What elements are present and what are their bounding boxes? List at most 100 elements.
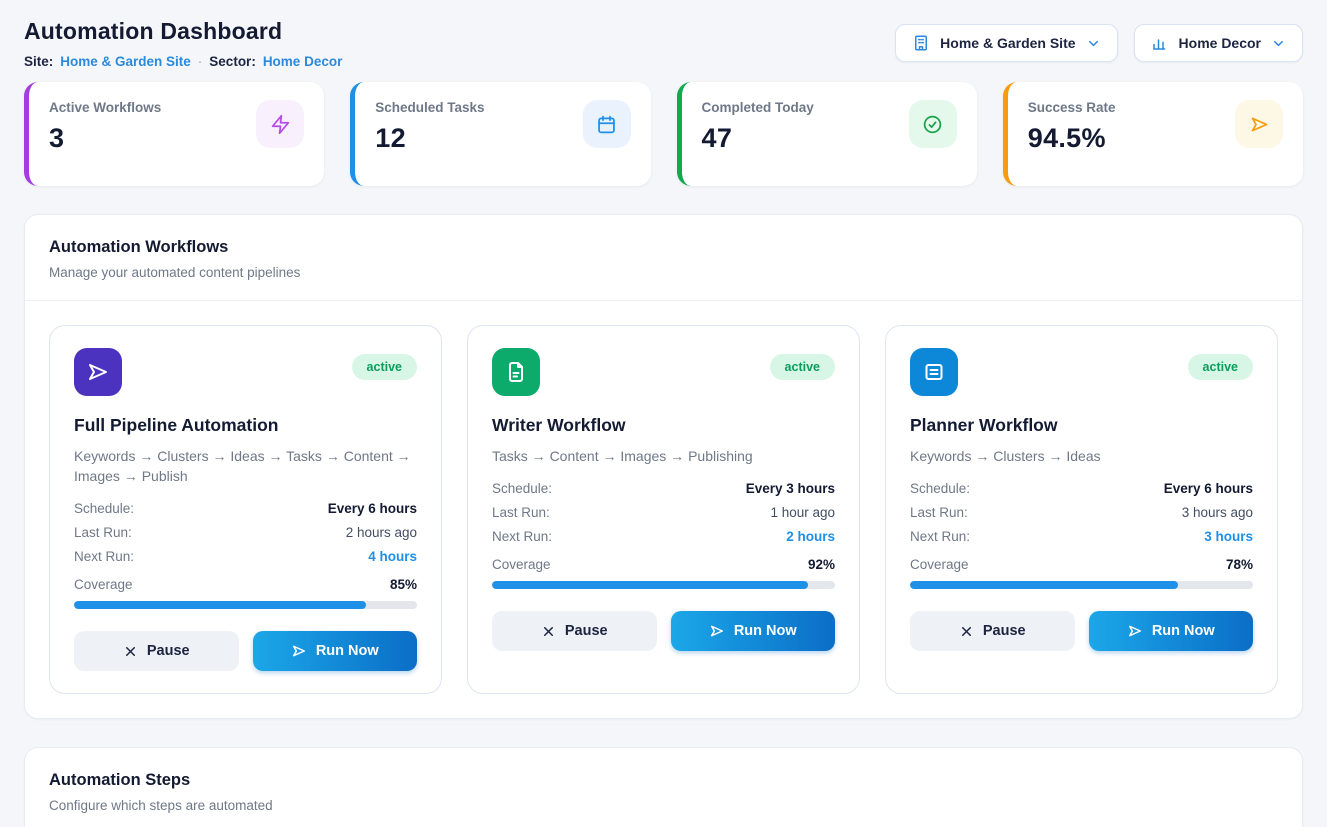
stats-row: Active Workflows 3 Scheduled Tasks 12 Co… <box>24 82 1303 186</box>
page-title: Automation Dashboard <box>24 18 283 44</box>
list-icon <box>910 348 958 396</box>
stat-label: Scheduled Tasks <box>375 100 485 115</box>
breadcrumb: Site: Home & Garden Site · Sector: Home … <box>24 54 342 69</box>
workflow-title: Writer Workflow <box>492 415 626 435</box>
coverage-progress-bar <box>910 581 1253 589</box>
workflow-description: Tasks → Content → Images → Publishing <box>492 448 753 464</box>
stat-card-success-rate: Success Rate 94.5% <box>1002 82 1303 186</box>
run-now-button[interactable]: Run Now <box>252 631 417 671</box>
sector-selector-dropdown[interactable]: Home Decor <box>1133 24 1303 62</box>
schedule-value: Every 3 hours <box>745 481 835 496</box>
stat-value: 94.5% <box>1027 123 1106 153</box>
coverage-progress-fill <box>492 581 808 589</box>
workflow-card-planner: active Planner Workflow Keywords → Clust… <box>885 325 1278 694</box>
coverage-row: Coverage 92% <box>492 557 835 572</box>
coverage-progress-fill <box>910 581 1178 589</box>
send-icon <box>1235 100 1283 148</box>
header-left: Automation Dashboard Site: Home & Garden… <box>24 18 342 69</box>
run-now-button[interactable]: Run Now <box>670 611 835 651</box>
stat-value: 3 <box>49 123 65 153</box>
separator-dot: · <box>197 54 203 69</box>
next-run-value: 3 hours <box>1204 529 1253 544</box>
workflow-title: Planner Workflow <box>910 415 1058 435</box>
stat-label: Active Workflows <box>49 100 162 115</box>
send-icon <box>74 348 122 396</box>
send-icon <box>291 643 307 659</box>
next-run-row: Next Run: 4 hours <box>74 549 417 564</box>
stat-value: 12 <box>375 123 406 153</box>
workflows-section-header: Automation Workflows Manage your automat… <box>25 215 1302 301</box>
workflow-card-writer: active Writer Workflow Tasks → Content →… <box>467 325 860 694</box>
steps-section-header: Automation Steps Configure which steps a… <box>25 748 1302 827</box>
last-run-row: Last Run: 3 hours ago <box>910 505 1253 520</box>
file-icon <box>492 348 540 396</box>
page-header: Automation Dashboard Site: Home & Garden… <box>24 18 1303 69</box>
steps-section-subtitle: Configure which steps are automated <box>49 798 273 813</box>
run-now-button[interactable]: Run Now <box>1088 611 1253 651</box>
sector-label: Sector: <box>209 54 256 69</box>
workflow-description: Keywords → Clusters → Ideas → Tasks → Co… <box>74 448 411 484</box>
pause-button[interactable]: Pause <box>74 631 239 671</box>
schedule-row: Schedule: Every 6 hours <box>74 501 417 516</box>
last-run-row: Last Run: 2 hours ago <box>74 525 417 540</box>
schedule-value: Every 6 hours <box>327 501 417 516</box>
workflow-card-full-pipeline: active Full Pipeline Automation Keywords… <box>49 325 442 694</box>
site-label: Site: <box>24 54 54 69</box>
automation-steps-section: Automation Steps Configure which steps a… <box>24 747 1303 827</box>
chevron-down-icon <box>1271 36 1286 51</box>
last-run-value: 3 hours ago <box>1181 505 1253 520</box>
status-badge: active <box>1187 354 1253 380</box>
building-icon <box>912 34 930 52</box>
steps-section-title: Automation Steps <box>49 771 191 789</box>
next-run-value: 2 hours <box>786 529 835 544</box>
stat-card-completed-today: Completed Today 47 <box>676 82 977 186</box>
close-icon <box>123 644 138 659</box>
calendar-icon <box>582 100 631 148</box>
workflows-section-title: Automation Workflows <box>49 238 229 256</box>
chevron-down-icon <box>1086 36 1101 51</box>
next-run-row: Next Run: 2 hours <box>492 529 835 544</box>
site-selector-dropdown[interactable]: Home & Garden Site <box>895 24 1118 62</box>
stat-value: 47 <box>701 123 733 153</box>
site-link[interactable]: Home & Garden Site <box>60 54 191 69</box>
last-run-value: 1 hour ago <box>770 505 835 520</box>
last-run-row: Last Run: 1 hour ago <box>492 505 835 520</box>
workflow-description: Keywords → Clusters → Ideas <box>910 448 1101 464</box>
status-badge: active <box>769 354 835 380</box>
next-run-value: 4 hours <box>368 549 417 564</box>
coverage-progress-fill <box>74 601 366 609</box>
header-dropdowns: Home & Garden Site Home Decor <box>895 24 1303 62</box>
coverage-row: Coverage 78% <box>910 557 1253 572</box>
stat-label: Success Rate <box>1027 100 1116 115</box>
lightning-icon <box>256 100 305 148</box>
coverage-value: 78% <box>1225 557 1253 572</box>
status-badge: active <box>351 354 417 380</box>
pause-button[interactable]: Pause <box>492 611 657 651</box>
coverage-progress-bar <box>74 601 417 609</box>
next-run-row: Next Run: 3 hours <box>910 529 1253 544</box>
sector-selector-value: Home Decor <box>1178 35 1261 51</box>
bar-chart-icon <box>1151 34 1169 52</box>
coverage-row: Coverage 85% <box>74 577 417 592</box>
send-icon <box>709 623 725 639</box>
stat-card-scheduled-tasks: Scheduled Tasks 12 <box>350 82 651 186</box>
schedule-row: Schedule: Every 3 hours <box>492 481 835 496</box>
workflows-section-subtitle: Manage your automated content pipelines <box>49 265 301 280</box>
close-icon <box>959 624 974 639</box>
schedule-row: Schedule: Every 6 hours <box>910 481 1253 496</box>
automation-workflows-section: Automation Workflows Manage your automat… <box>24 214 1303 719</box>
workflow-title: Full Pipeline Automation <box>74 415 279 435</box>
pause-button[interactable]: Pause <box>910 611 1075 651</box>
close-icon <box>541 624 556 639</box>
stat-label: Completed Today <box>701 100 814 115</box>
coverage-progress-bar <box>492 581 835 589</box>
sector-link[interactable]: Home Decor <box>262 54 343 69</box>
last-run-value: 2 hours ago <box>345 525 417 540</box>
site-selector-value: Home & Garden Site <box>940 35 1076 51</box>
check-circle-icon <box>908 100 957 148</box>
workflow-cards-grid: active Full Pipeline Automation Keywords… <box>25 301 1302 718</box>
coverage-value: 85% <box>389 577 417 592</box>
schedule-value: Every 6 hours <box>1163 481 1253 496</box>
send-icon <box>1127 623 1143 639</box>
